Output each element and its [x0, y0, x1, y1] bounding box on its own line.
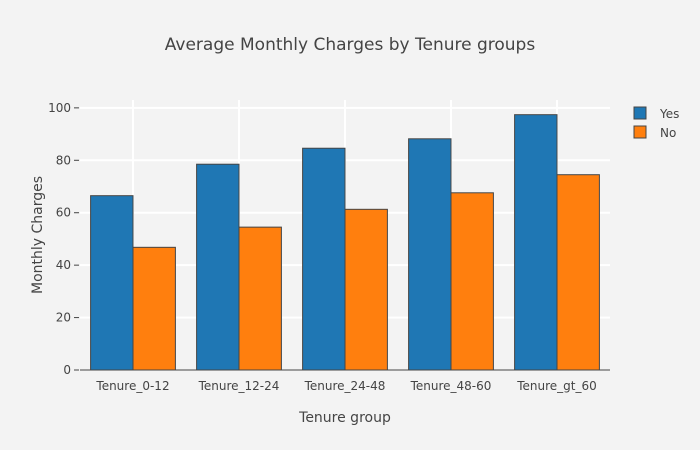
- legend-swatch-no: [633, 125, 647, 139]
- bar-yes: [514, 114, 558, 371]
- y-tick-label: 100: [48, 101, 71, 115]
- y-tick-label: 40: [56, 258, 71, 272]
- y-tick-label: 80: [56, 153, 71, 167]
- bar-no: [238, 226, 282, 371]
- y-axis-ticks: 0 20 40 60 80 100: [48, 101, 79, 377]
- x-axis-ticks: Tenure_0-12 Tenure_12-24 Tenure_24-48 Tenur…: [95, 379, 596, 393]
- bar-no: [450, 192, 494, 371]
- x-tick-label: Tenure_0-12: [95, 379, 169, 393]
- bar-yes: [196, 163, 240, 371]
- bars: [90, 114, 600, 371]
- x-tick-label: Tenure_gt_60: [516, 379, 597, 393]
- x-tick-label: Tenure_12-24: [198, 379, 280, 393]
- bar-no: [344, 208, 388, 371]
- bar-yes: [408, 138, 452, 371]
- bar-no: [132, 246, 176, 371]
- x-tick-label: Tenure_48-60: [410, 379, 492, 393]
- y-tick-label: 0: [63, 363, 71, 377]
- legend-label-yes: Yes: [659, 107, 679, 121]
- x-tick-label: Tenure_24-48: [304, 379, 386, 393]
- legend-label-no: No: [660, 126, 676, 140]
- y-tick-label: 20: [56, 311, 71, 325]
- legend: Yes No: [633, 106, 679, 140]
- chart-title: Average Monthly Charges by Tenure groups: [165, 35, 536, 55]
- bar-no: [556, 174, 600, 371]
- legend-swatch-yes: [633, 106, 647, 120]
- bar-yes: [302, 147, 346, 371]
- bar-yes: [90, 195, 134, 371]
- y-tick-label: 60: [56, 206, 71, 220]
- x-axis-title: Tenure group: [298, 410, 391, 426]
- y-axis-title: Monthly Charges: [30, 176, 46, 294]
